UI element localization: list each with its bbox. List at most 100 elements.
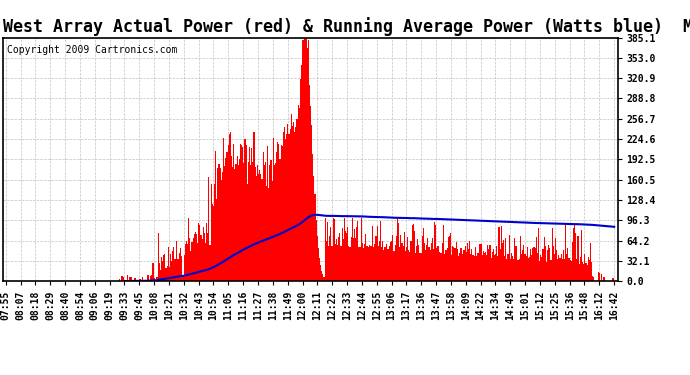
Bar (443, 225, 444, 281)
Bar (372, 226, 373, 281)
Bar (282, 146, 283, 281)
Bar (460, 248, 461, 281)
Bar (583, 264, 584, 281)
Bar (469, 242, 470, 281)
Bar (498, 227, 500, 281)
Bar (224, 166, 225, 281)
Bar (380, 221, 381, 281)
Bar (255, 166, 256, 281)
Bar (353, 238, 354, 281)
Bar (433, 249, 434, 281)
Bar (338, 237, 339, 281)
Bar (544, 246, 546, 281)
Bar (178, 258, 179, 281)
Bar (194, 234, 195, 281)
Bar (200, 236, 201, 281)
Bar (540, 255, 542, 281)
Bar (151, 276, 152, 281)
Bar (162, 261, 163, 281)
Bar (398, 223, 399, 281)
Bar (329, 236, 331, 281)
Bar (599, 273, 600, 281)
Bar (384, 247, 386, 281)
Bar (348, 246, 349, 281)
Bar (268, 188, 269, 281)
Bar (145, 280, 146, 281)
Bar (324, 218, 326, 281)
Bar (580, 258, 581, 281)
Bar (497, 256, 498, 281)
Bar (222, 172, 223, 281)
Bar (225, 158, 226, 281)
Bar (414, 231, 415, 281)
Bar (141, 277, 143, 281)
Bar (571, 261, 572, 281)
Bar (248, 162, 249, 281)
Bar (455, 242, 457, 281)
Bar (462, 254, 464, 281)
Bar (354, 229, 355, 281)
Bar (573, 228, 574, 281)
Bar (215, 151, 216, 281)
Bar (266, 186, 267, 281)
Bar (556, 250, 557, 281)
Bar (533, 247, 535, 281)
Bar (560, 254, 562, 281)
Bar (514, 238, 515, 281)
Bar (537, 253, 538, 281)
Bar (530, 249, 531, 281)
Bar (453, 247, 455, 281)
Bar (370, 246, 371, 281)
Bar (368, 244, 370, 281)
Bar (274, 165, 275, 281)
Bar (391, 241, 393, 281)
Bar (159, 263, 160, 281)
Bar (578, 236, 579, 281)
Bar (219, 168, 221, 281)
Bar (333, 218, 334, 281)
Bar (279, 159, 281, 281)
Bar (171, 261, 172, 281)
Bar (388, 249, 389, 281)
Bar (130, 277, 132, 281)
Bar (214, 184, 215, 281)
Bar (349, 247, 351, 281)
Bar (484, 253, 485, 281)
Bar (437, 246, 439, 281)
Bar (177, 259, 178, 281)
Bar (566, 254, 567, 281)
Bar (340, 246, 342, 281)
Bar (278, 144, 279, 281)
Bar (269, 165, 270, 281)
Bar (396, 236, 397, 281)
Bar (491, 258, 492, 281)
Bar (206, 223, 207, 281)
Bar (121, 276, 123, 281)
Bar (381, 247, 382, 281)
Bar (423, 228, 424, 281)
Bar (272, 181, 273, 281)
Bar (346, 233, 347, 281)
Bar (515, 246, 517, 281)
Bar (246, 145, 247, 281)
Bar (564, 259, 565, 281)
Bar (312, 154, 313, 281)
Bar (283, 132, 284, 281)
Bar (446, 248, 448, 281)
Bar (563, 250, 564, 281)
Bar (334, 219, 335, 281)
Bar (216, 200, 217, 281)
Bar (496, 246, 497, 281)
Bar (342, 228, 343, 281)
Bar (317, 236, 318, 281)
Bar (294, 132, 295, 281)
Bar (239, 159, 240, 281)
Bar (397, 218, 398, 281)
Bar (393, 251, 395, 281)
Bar (522, 250, 523, 281)
Bar (390, 243, 391, 281)
Bar (315, 220, 317, 281)
Bar (485, 252, 486, 281)
Bar (476, 256, 477, 281)
Bar (228, 134, 230, 281)
